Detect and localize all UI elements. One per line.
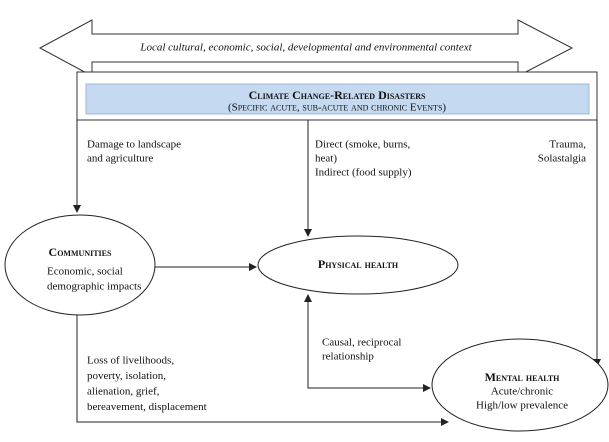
communities-node: [4, 214, 156, 316]
node-detail: High/low prevalence: [476, 400, 568, 412]
pathway-texts: Damage to landscape and agriculture Direct…: [87, 139, 586, 414]
pathway-text: alienation, grief,: [87, 386, 160, 398]
node-detail: demographic impacts: [47, 281, 141, 293]
pathway-text: Trauma,: [549, 139, 586, 151]
pathway-text: poverty, isolation,: [87, 370, 166, 382]
pathway-text: Loss of livelihoods,: [87, 355, 174, 367]
node-detail: Acute/chronic: [491, 386, 553, 398]
pathway-text: Solastalgia: [538, 153, 586, 165]
pathway-text: Indirect (food supply): [315, 167, 412, 179]
physical-node: [257, 235, 459, 295]
pathway-text: bereavement, displacement: [87, 401, 207, 413]
pathway-text: Direct (smoke, burns,: [315, 139, 411, 151]
node-label: Communities: [49, 245, 112, 259]
pathway-text: Causal, reciprocal: [322, 337, 401, 349]
reciprocal-arrow: [304, 294, 431, 392]
pathway-text: and agriculture: [87, 153, 153, 165]
context-text: Local cultural, economic, social, develo…: [139, 42, 472, 54]
arrow: [76, 315, 449, 426]
header-box: [85, 83, 590, 115]
pathway-text: heat): [315, 153, 337, 165]
node-label: Physical health: [318, 257, 399, 271]
pathway-text: Damage to landscape: [87, 139, 181, 151]
pathway-text: relationship: [322, 351, 374, 363]
context-arrow: [38, 19, 574, 77]
node-label: Mental health: [485, 370, 561, 384]
node-detail: Economic, social: [47, 266, 123, 278]
header-title: Climate Change-Related Disasters: [249, 88, 426, 102]
mental-node: [431, 338, 609, 432]
header-subtitle: (Specific acute, sub-acute and chronic E…: [228, 102, 446, 114]
